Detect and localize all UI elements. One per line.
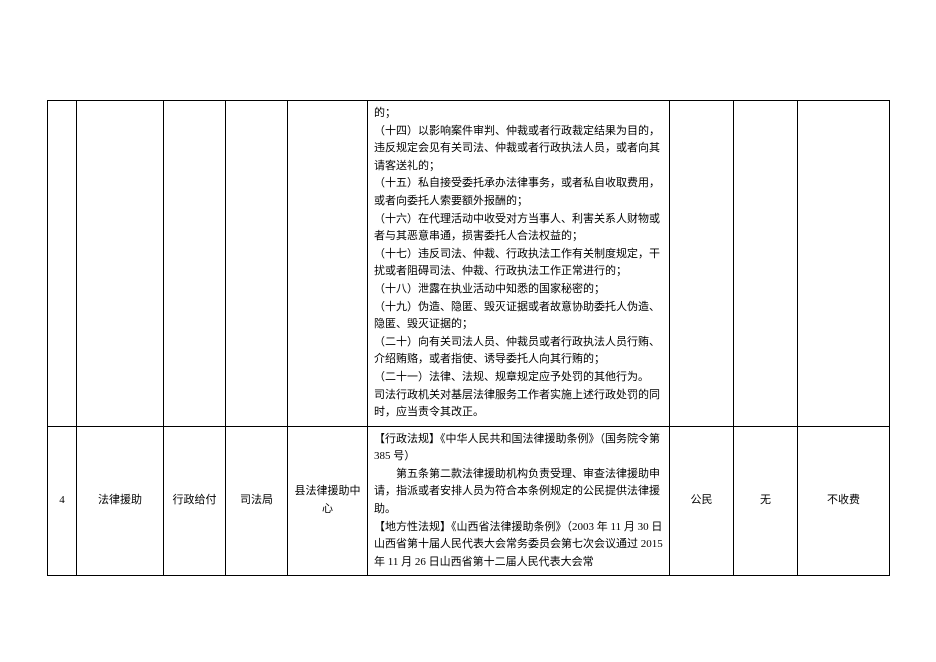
cell-r1-c2	[77, 101, 164, 427]
cell-r2-c1: 4	[48, 426, 77, 576]
cell-text: 【行政法规】《中华人民共和国法律援助条例》（国务院令第 385 号）	[374, 431, 663, 466]
cell-r2-c9: 不收费	[798, 426, 890, 576]
cell-text: （二十一）法律、法规、规章规定应予处罚的其他行为。	[374, 369, 663, 387]
cell-text: 的；	[374, 105, 663, 123]
cell-r1-c1	[48, 101, 77, 427]
table-row: 的； （十四）以影响案件审判、仲裁或者行政裁定结果为目的，违反规定会见有关司法、…	[48, 101, 890, 427]
cell-text: （十五）私自接受委托承办法律事务，或者私自收取费用，或者向委托人索要额外报酬的；	[374, 175, 663, 210]
document-table: 的； （十四）以影响案件审判、仲裁或者行政裁定结果为目的，违反规定会见有关司法、…	[47, 100, 890, 576]
cell-text: 【地方性法规】《山西省法律援助条例》（2003 年 11 月 30 日山西省第十…	[374, 519, 663, 572]
cell-text: （十六）在代理活动中收受对方当事人、利害关系人财物或者与其恶意串通，损害委托人合…	[374, 211, 663, 246]
cell-text: （十八）泄露在执业活动中知悉的国家秘密的；	[374, 281, 663, 299]
cell-text: （十四）以影响案件审判、仲裁或者行政裁定结果为目的，违反规定会见有关司法、仲裁或…	[374, 123, 663, 176]
cell-text: 司法行政机关对基层法律服务工作者实施上述行政处罚的同时，应当责令其改正。	[374, 387, 663, 422]
cell-text: 第五条第二款法律援助机构负责受理、审查法律援助申请，指派或者安排人员为符合本条例…	[374, 466, 663, 519]
cell-r2-c2: 法律援助	[77, 426, 164, 576]
cell-r2-c5: 县法律援助中心	[288, 426, 368, 576]
cell-r2-c6: 【行政法规】《中华人民共和国法律援助条例》（国务院令第 385 号） 第五条第二…	[368, 426, 670, 576]
cell-r1-c3	[164, 101, 226, 427]
cell-r1-c4	[226, 101, 288, 427]
cell-r1-c7	[670, 101, 734, 427]
cell-r2-c8: 无	[734, 426, 798, 576]
cell-text: （十七）违反司法、仲裁、行政执法工作有关制度规定，干扰或者阻碍司法、仲裁、行政执…	[374, 246, 663, 281]
cell-text: （二十）向有关司法人员、仲裁员或者行政执法人员行贿、介绍贿赂，或者指使、诱导委托…	[374, 334, 663, 369]
cell-r2-c4: 司法局	[226, 426, 288, 576]
cell-r1-c5	[288, 101, 368, 427]
cell-r2-c3: 行政给付	[164, 426, 226, 576]
cell-r1-c9	[798, 101, 890, 427]
cell-r1-c6: 的； （十四）以影响案件审判、仲裁或者行政裁定结果为目的，违反规定会见有关司法、…	[368, 101, 670, 427]
cell-r2-c7: 公民	[670, 426, 734, 576]
table-row: 4 法律援助 行政给付 司法局 县法律援助中心 【行政法规】《中华人民共和国法律…	[48, 426, 890, 576]
cell-r1-c8	[734, 101, 798, 427]
cell-text: （十九）伪造、隐匿、毁灭证据或者故意协助委托人伪造、隐匿、毁灭证据的；	[374, 299, 663, 334]
